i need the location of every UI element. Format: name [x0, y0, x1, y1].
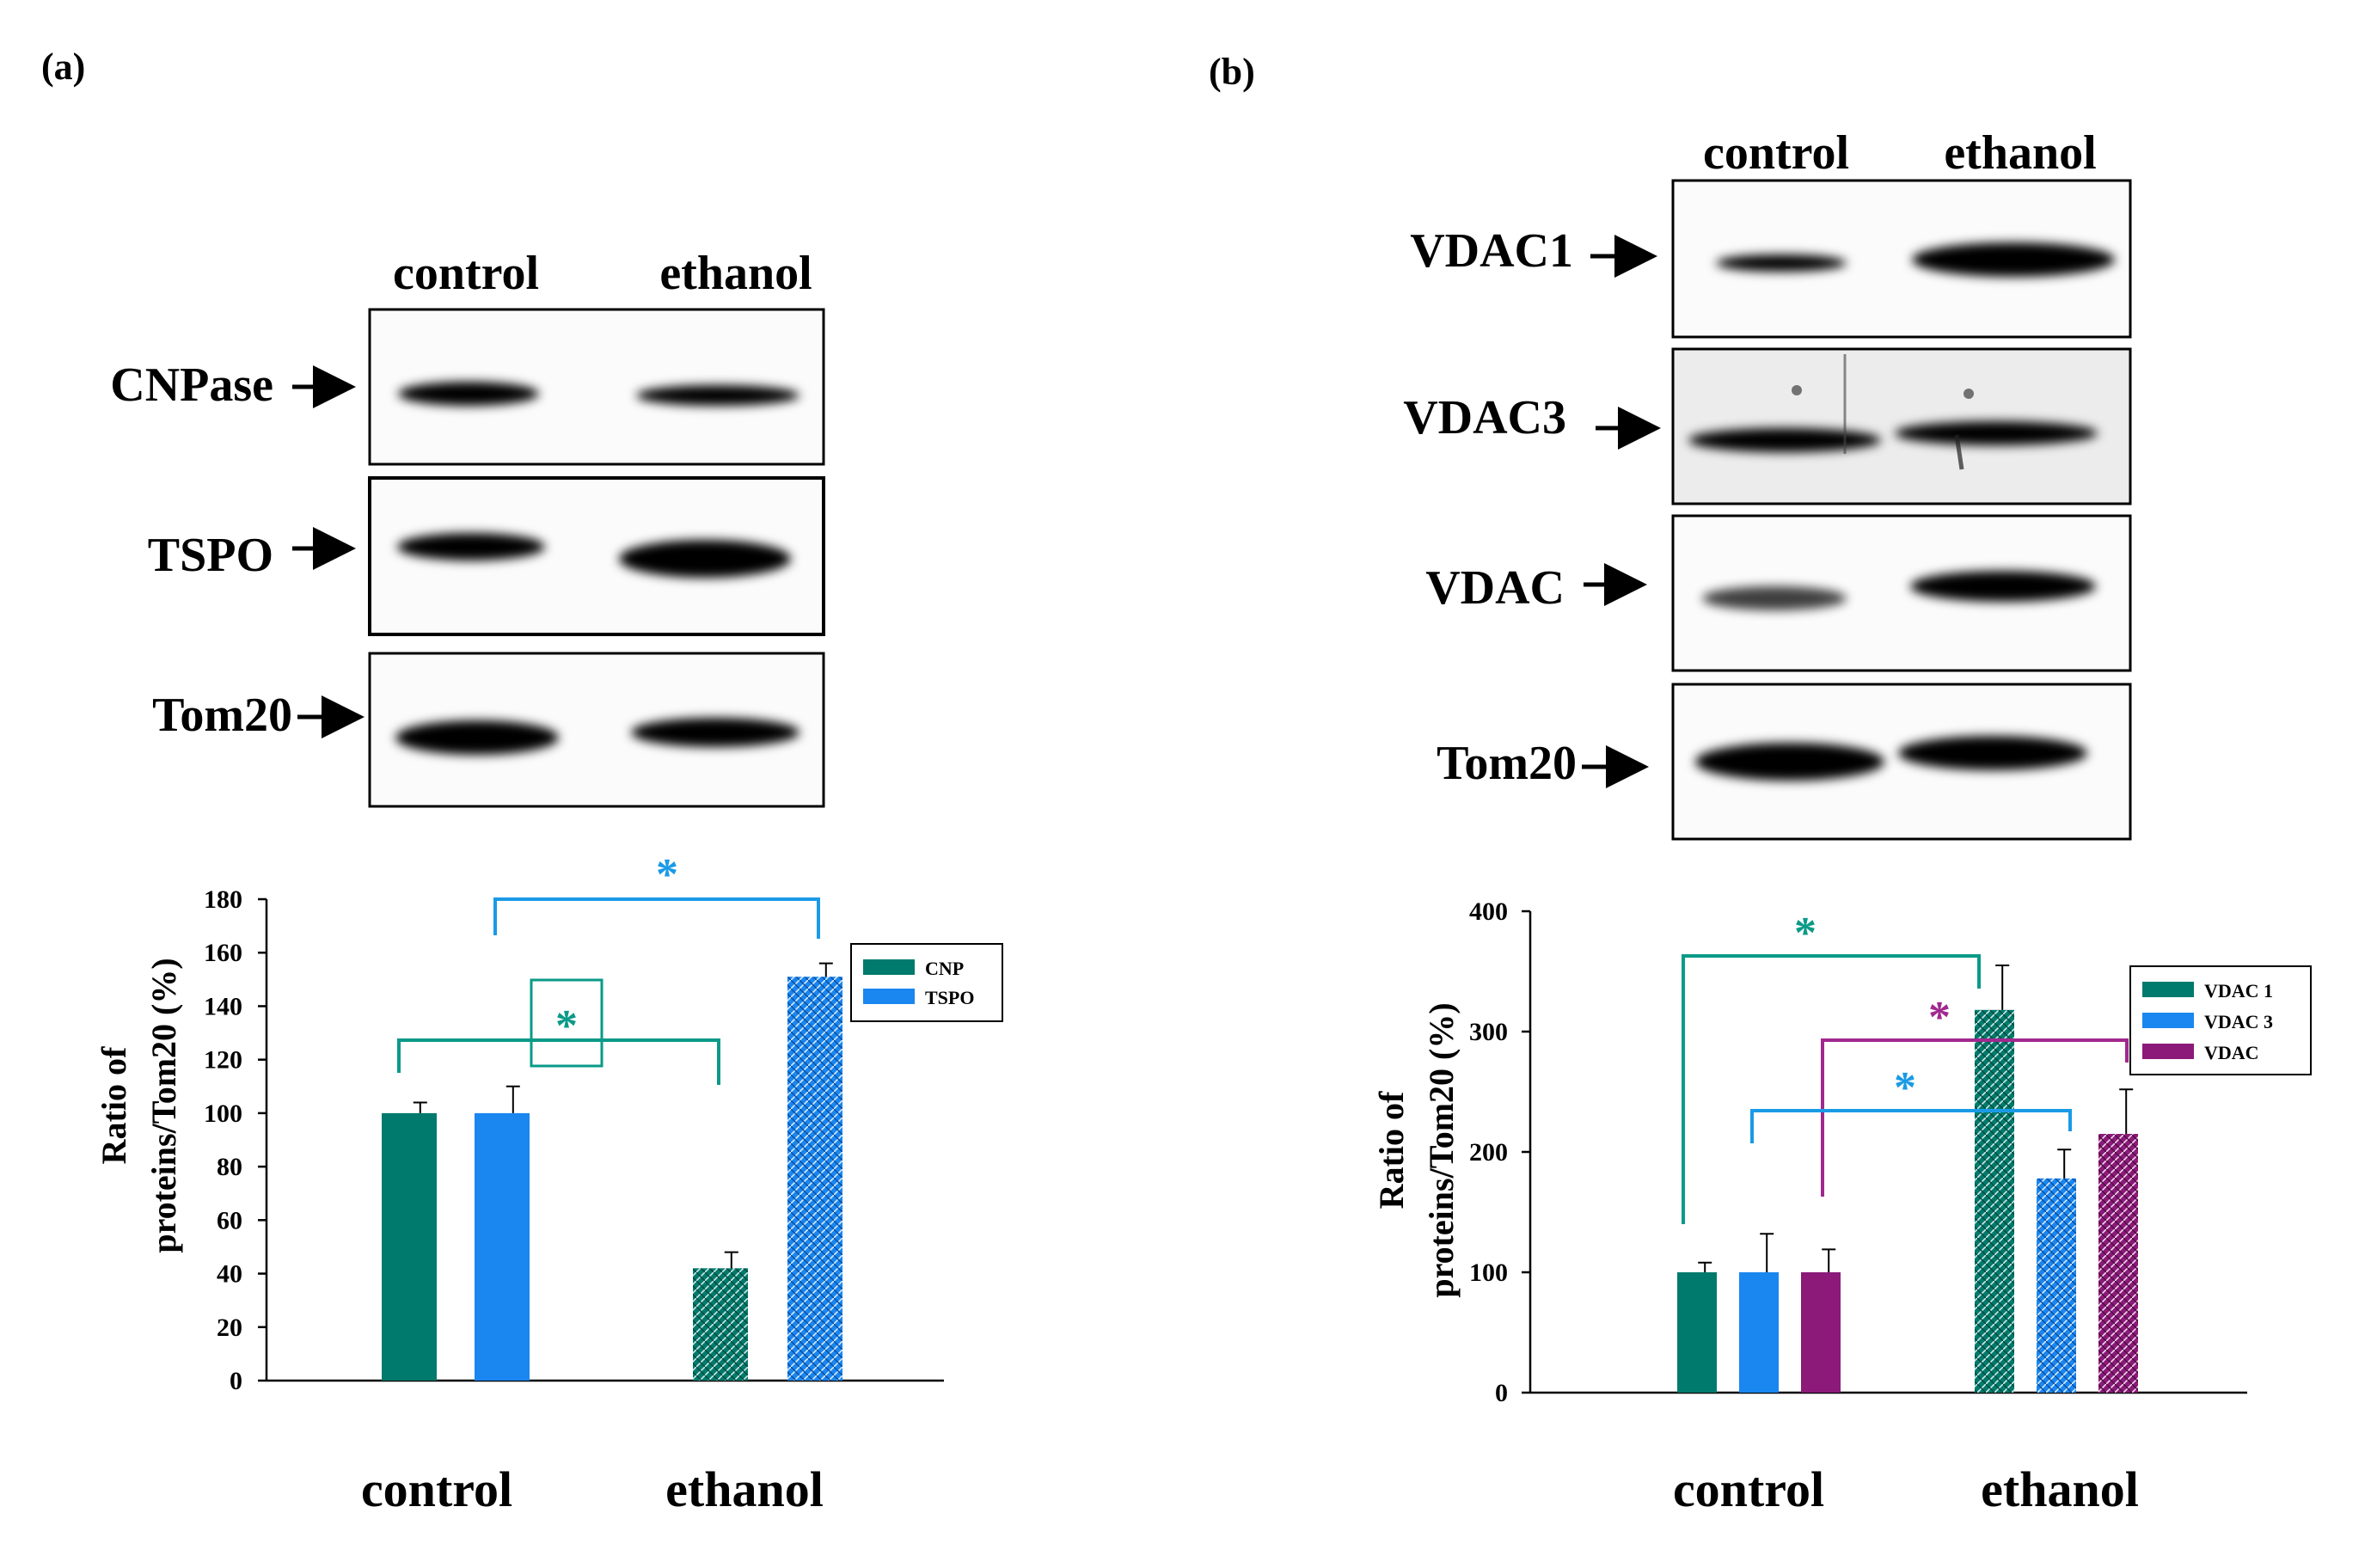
- legend-swatch-vdac: [2142, 1044, 2194, 1059]
- panel-label-a: (a): [41, 46, 85, 88]
- blot-b-label-tom20: Tom20: [1437, 737, 1577, 790]
- panel-label-b: (b): [1209, 51, 1255, 93]
- chart-a-ylabel-line2: proteins/Tom20 (%): [144, 958, 183, 1253]
- sig-star-vdac1: *: [1794, 909, 1817, 958]
- bar-tspo-control: [475, 1112, 530, 1381]
- legend-swatch-tspo: [863, 989, 915, 1004]
- blot-a-label-tom20: Tom20: [152, 689, 292, 742]
- y-tick-label: 60: [217, 1206, 242, 1234]
- sig-star-vdac: *: [1928, 993, 1951, 1042]
- y-tick-label: 20: [217, 1314, 242, 1342]
- y-tick-label: 140: [204, 992, 242, 1020]
- chart-a-legend: [850, 943, 1003, 1022]
- blot-artifact-dot-2: [1964, 389, 1974, 399]
- sig-bracket-vdac1: [1682, 954, 1981, 1224]
- band-tom20-control-b: [1695, 743, 1884, 781]
- chart-a-ylabel-line1: Ratio of: [95, 1046, 133, 1164]
- blot-a-lane-control: control: [393, 247, 539, 300]
- band-vdac1-control: [1716, 254, 1847, 272]
- chart-b-group-ethanol: ethanol: [1981, 1461, 2139, 1517]
- chart-b-ylabel-line1: Ratio of: [1372, 1091, 1411, 1209]
- band-tspo-ethanol: [619, 540, 791, 578]
- legend-label-vdac: VDAC: [2204, 1042, 2259, 1063]
- band-vdac-control: [1702, 586, 1847, 610]
- band-vdac-ethanol: [1910, 571, 2096, 602]
- legend-label-tspo: TSPO: [925, 987, 974, 1008]
- chart-a-annotations: Ratio of proteins/Tom20 (%) control etha…: [95, 850, 1003, 1517]
- sig-bracket-vdac3: [1750, 1109, 2072, 1143]
- legend-swatch-vdac3: [2142, 1013, 2194, 1028]
- band-tspo-control: [397, 533, 545, 560]
- legend-label-vdac3: VDAC 3: [2204, 1011, 2273, 1032]
- western-blot-a: control ethanol CNPase TSPO Tom20: [110, 247, 825, 808]
- sig-star-vdac3: *: [1894, 1063, 1916, 1112]
- y-tick-label: 0: [230, 1367, 242, 1395]
- band-vdac3-ethanol: [1895, 421, 2098, 445]
- blot-b-lane-ethanol: ethanol: [1944, 126, 2096, 180]
- bar-vdac1-control: [1677, 1272, 1717, 1393]
- blot-artifact-dot-1: [1792, 385, 1802, 395]
- chart-a-group-ethanol: ethanol: [665, 1461, 824, 1517]
- legend-swatch-vdac1: [2142, 982, 2194, 997]
- band-vdac3-control: [1688, 428, 1881, 452]
- sig-star-cnp: *: [555, 1001, 578, 1050]
- bar-cnp-ethanol: [693, 1268, 748, 1381]
- band-tom20-ethanol-a: [631, 718, 800, 747]
- bar-vdac-ethanol: [2098, 1134, 2138, 1393]
- y-tick-label: 120: [204, 1046, 242, 1075]
- y-tick-label: 160: [204, 939, 242, 967]
- sig-star-box-cnp: [530, 978, 603, 1068]
- legend-label-cnp: CNP: [925, 958, 964, 979]
- chart-b-group-control: control: [1673, 1461, 1824, 1517]
- chart-b-ylabel-line2: proteins/Tom20 (%): [1422, 1002, 1461, 1297]
- y-tick-label: 80: [217, 1153, 242, 1181]
- western-blot-b: control ethanol VDAC1 VDAC3 VDAC Tom20: [1403, 126, 2132, 841]
- bar-chart-b: 0 100 200 300 400: [1469, 897, 2247, 1407]
- sig-bracket-vdac: [1821, 1038, 2129, 1197]
- y-tick-label: 40: [217, 1260, 242, 1289]
- blot-a-label-tspo: TSPO: [148, 529, 273, 582]
- bar-vdac1-ethanol: [1975, 1009, 2014, 1393]
- blot-a-label-cnpase: CNPase: [110, 358, 273, 412]
- bar-vdac3-ethanol: [2037, 1178, 2076, 1393]
- y-tick-label: 100: [1469, 1259, 1508, 1287]
- y-tick-label: 100: [204, 1099, 242, 1128]
- y-tick-label: 180: [204, 885, 242, 914]
- legend-label-vdac1: VDAC 1: [2204, 980, 2273, 1001]
- bar-vdac-control: [1801, 1272, 1841, 1393]
- legend-swatch-cnp: [863, 959, 915, 975]
- blot-b-label-vdac3: VDAC3: [1403, 391, 1566, 444]
- blot-artifact-streak: [1954, 434, 1964, 470]
- blot-b-label-vdac: VDAC: [1425, 561, 1565, 615]
- y-tick-label: 400: [1469, 897, 1508, 926]
- bar-chart-a: 0 20 40 60 80 100 120 140 160 180: [204, 885, 944, 1395]
- sig-star-tspo: *: [656, 850, 678, 899]
- band-tom20-ethanol-b: [1898, 736, 2087, 770]
- blot-a-lane-ethanol: ethanol: [659, 247, 812, 300]
- y-tick-label: 300: [1469, 1018, 1508, 1046]
- y-tick-label: 0: [1495, 1379, 1508, 1407]
- blot-b-lane-control: control: [1703, 126, 1849, 180]
- band-cnpase-control: [398, 382, 539, 406]
- band-vdac1-ethanol: [1912, 242, 2115, 277]
- bar-vdac3-control: [1739, 1272, 1779, 1393]
- blot-b-label-vdac1: VDAC1: [1410, 224, 1573, 278]
- bar-tspo-ethanol: [787, 977, 842, 1381]
- sig-bracket-tspo: [493, 897, 820, 939]
- sig-bracket-cnp: [397, 1038, 720, 1085]
- chart-b-annotations: Ratio of proteins/Tom20 (%) control etha…: [1372, 909, 2312, 1517]
- chart-a-group-control: control: [361, 1461, 512, 1517]
- bar-cnp-control: [382, 1112, 437, 1381]
- y-tick-label: 200: [1469, 1138, 1508, 1167]
- band-cnpase-ethanol: [636, 385, 800, 406]
- band-tom20-control-a: [395, 720, 559, 755]
